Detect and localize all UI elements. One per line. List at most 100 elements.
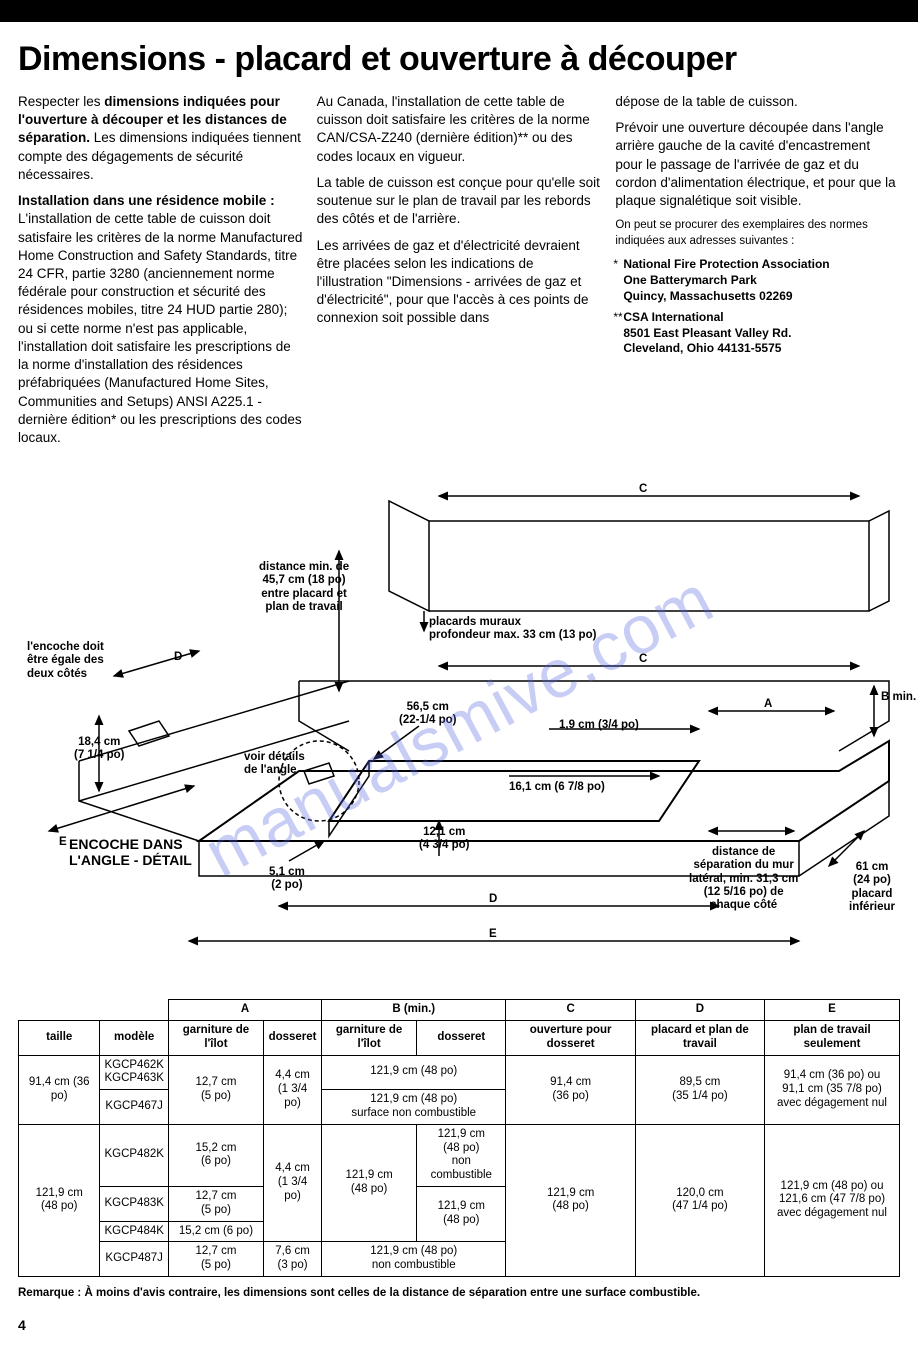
label-encoche-detail: ENCOCHE DANSL'ANGLE - DÉTAIL (69, 836, 192, 868)
col3-para2: Prévoir une ouverture découpée dans l'an… (615, 119, 900, 210)
label-E-left: E (59, 836, 67, 849)
label-placards: placards murauxprofondeur max. 33 cm (13… (429, 616, 596, 642)
label-voir: voir détailsde l'angle (244, 751, 305, 777)
td: 121,9 cm (48 po)surface non combustible (322, 1090, 506, 1125)
td: 7,6 cm(3 po) (264, 1242, 322, 1277)
label-19: 1,9 cm (3/4 po) (559, 719, 639, 732)
th-C: C (506, 1000, 635, 1021)
td: 121,9 cm(48 po) (506, 1124, 635, 1276)
th-D: D (635, 1000, 764, 1021)
td: 91,4 cm (36 po) (19, 1055, 100, 1124)
td: 121,9 cm(48 po) (322, 1124, 417, 1242)
address-2: ** CSA International 8501 East Pleasant … (623, 310, 900, 357)
td: 12,7 cm(5 po) (168, 1186, 263, 1221)
td: 12,7 cm(5 po) (168, 1242, 263, 1277)
text-columns: Respecter les dimensions indiquées pour … (18, 93, 900, 455)
label-C-mid: C (639, 653, 647, 666)
label-B: B min. (881, 691, 916, 704)
td: 91,4 cm(36 po) (506, 1055, 635, 1124)
header-pattern (0, 0, 918, 22)
star: ** (613, 310, 623, 326)
text-bold: Installation dans une résidence mobile : (18, 193, 275, 208)
th: dosseret (417, 1020, 506, 1055)
td: 121,9 cm (48 po) ou121,6 cm (47 7/8 po)a… (765, 1124, 900, 1276)
page-number: 4 (18, 1317, 900, 1333)
text: Respecter les (18, 94, 104, 109)
col1-para2: Installation dans une résidence mobile :… (18, 192, 303, 447)
addr-line: One Batterymarch Park (623, 273, 756, 287)
td: KGCP487J (100, 1242, 168, 1277)
table-row: 91,4 cm (36 po) KGCP462KKGCP463K 12,7 cm… (19, 1055, 900, 1090)
td: 120,0 cm(47 1/4 po) (635, 1124, 764, 1276)
page-content: Dimensions - placard et ouverture à déco… (0, 22, 918, 1351)
th: placard et plan de travail (635, 1020, 764, 1055)
addr-line: CSA International (623, 310, 723, 324)
label-A: A (764, 698, 772, 711)
th-E: E (765, 1000, 900, 1021)
td: 15,2 cm (6 po) (168, 1221, 263, 1242)
label-encoche: l'encoche doitêtre égale desdeux côtés (27, 641, 104, 681)
td: KGCP482K (100, 1124, 168, 1186)
label-D-bot: D (489, 893, 497, 906)
remark: Remarque : À moins d'avis contraire, les… (18, 1287, 900, 1299)
th: modèle (100, 1020, 168, 1055)
td: 12,7 cm(5 po) (168, 1055, 263, 1124)
th-B: B (min.) (322, 1000, 506, 1021)
label-C-top: C (639, 483, 647, 496)
td: 91,4 cm (36 po) ou91,1 cm (35 7/8 po)ave… (765, 1055, 900, 1124)
th: plan de travail seulement (765, 1020, 900, 1055)
td: 89,5 cm(35 1/4 po) (635, 1055, 764, 1124)
label-dist-sep: distance deséparation du murlatéral, min… (689, 846, 798, 912)
th: ouverture pour dosseret (506, 1020, 635, 1055)
th-A: A (168, 1000, 321, 1021)
column-3: dépose de la table de cuisson. Prévoir u… (615, 93, 900, 455)
col3-para1: dépose de la table de cuisson. (615, 93, 900, 111)
td: KGCP484K (100, 1221, 168, 1242)
td: 4,4 cm(1 3/4 po) (264, 1055, 322, 1124)
col2-para1: Au Canada, l'installation de cette table… (317, 93, 602, 166)
td: 121,9 cm(48 po) (19, 1124, 100, 1276)
address-1: * National Fire Protection Association O… (623, 257, 900, 304)
th: taille (19, 1020, 100, 1055)
label-161: 16,1 cm (6 7/8 po) (509, 781, 605, 794)
td: 121,9 cm (48 po) (322, 1055, 506, 1090)
td: 121,9 cm(48 po) (417, 1186, 506, 1241)
table-header-row1: A B (min.) C D E (19, 1000, 900, 1021)
td: 121,9 cm (48 po)non combustible (322, 1242, 506, 1277)
label-121: 12,1 cm(4 3/4 po) (419, 826, 469, 852)
th: garniture de l'îlot (322, 1020, 417, 1055)
technical-diagram: l'encoche doitêtre égale desdeux côtés d… (19, 461, 899, 991)
remark-text: À moins d'avis contraire, les dimensions… (84, 1287, 700, 1299)
remark-label: Remarque : (18, 1287, 84, 1299)
th: garniture de l'îlot (168, 1020, 263, 1055)
col2-para3: Les arrivées de gaz et d'électricité dev… (317, 237, 602, 328)
td: 4,4 cm(1 3/4 po) (264, 1124, 322, 1242)
column-1: Respecter les dimensions indiquées pour … (18, 93, 303, 455)
td: KGCP483K (100, 1186, 168, 1221)
label-D-left: D (174, 651, 182, 664)
th: dosseret (264, 1020, 322, 1055)
addr-line: National Fire Protection Association (623, 257, 829, 271)
label-E-bot: E (489, 928, 497, 941)
td: KGCP467J (100, 1090, 168, 1125)
table-row: 121,9 cm(48 po) KGCP482K 15,2 cm(6 po) 4… (19, 1124, 900, 1186)
column-2: Au Canada, l'installation de cette table… (317, 93, 602, 455)
page-title: Dimensions - placard et ouverture à déco… (18, 40, 900, 79)
col2-para2: La table de cuisson est conçue pour qu'e… (317, 174, 602, 229)
text: L'installation de cette table de cuisson… (18, 211, 302, 445)
td: KGCP462KKGCP463K (100, 1055, 168, 1090)
addr-line: 8501 East Pleasant Valley Rd. (623, 326, 791, 340)
table-header-row2: taille modèle garniture de l'îlot dosser… (19, 1020, 900, 1055)
label-61: 61 cm(24 po)placardinférieur (849, 861, 895, 914)
td: 121,9 cm(48 po)non combustible (417, 1124, 506, 1186)
dimensions-table: A B (min.) C D E taille modèle garniture… (18, 999, 900, 1277)
address-note: On peut se procurer des exemplaires des … (615, 218, 900, 249)
label-184: 18,4 cm(7 1/4 po) (74, 736, 124, 762)
label-51: 5,1 cm(2 po) (269, 866, 305, 892)
td: 15,2 cm(6 po) (168, 1124, 263, 1186)
label-565: 56,5 cm(22-1/4 po) (399, 701, 457, 727)
col1-para1: Respecter les dimensions indiquées pour … (18, 93, 303, 184)
addr-line: Cleveland, Ohio 44131-5575 (623, 341, 781, 355)
label-dist-min: distance min. de45,7 cm (18 po)entre pla… (259, 561, 349, 614)
star: * (613, 257, 623, 273)
